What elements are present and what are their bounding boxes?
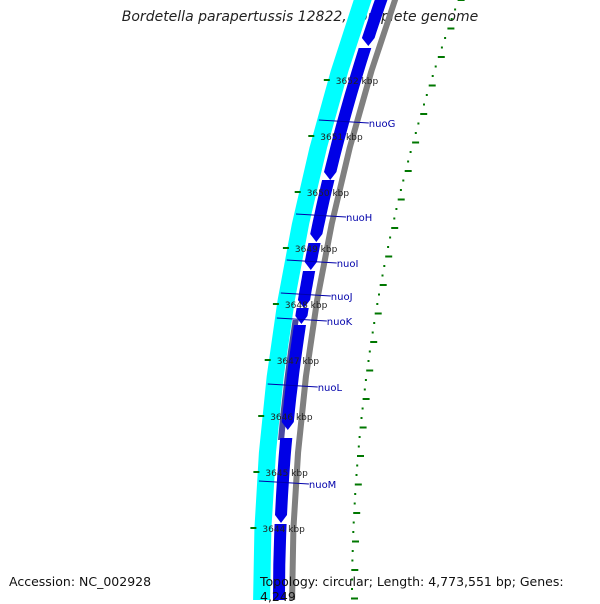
- ruler-label: 3650 kbp: [307, 189, 350, 199]
- gene-leader: [318, 119, 369, 124]
- forward-cds: [297, 271, 316, 308]
- ruler-label: 3651 kbp: [320, 133, 363, 143]
- ruler-label: 3644 kbp: [262, 525, 305, 535]
- gene-label: nuoI: [337, 259, 359, 270]
- ruler-label: 3648 kbp: [285, 301, 328, 311]
- forward-cds: [324, 48, 372, 180]
- ruler-label: 3646 kbp: [270, 413, 313, 423]
- gene-leader: [258, 480, 309, 485]
- gene-leader: [267, 383, 318, 388]
- gene-label: nuoK: [327, 317, 353, 328]
- ruler-label: 3645 kbp: [265, 469, 308, 479]
- forward-cds: [273, 524, 287, 600]
- reverse-cds-band: [253, 0, 372, 600]
- gc-skew-ticks: [351, 0, 465, 600]
- ruler-label: 3649 kbp: [295, 245, 338, 255]
- gene-leader: [276, 317, 327, 322]
- gene-label: nuoJ: [331, 292, 353, 303]
- accession-text: Accession: NC_002928: [9, 574, 152, 589]
- forward-cds: [361, 0, 388, 46]
- gene-label: nuoM: [309, 480, 336, 491]
- forward-cds: [304, 243, 321, 270]
- forward-cds: [295, 308, 309, 324]
- forward-cds: [275, 438, 293, 523]
- gene-leader: [286, 259, 337, 264]
- forward-strand-track: [273, 0, 388, 600]
- ruler-label: 3647 kbp: [277, 357, 320, 367]
- gene-label: nuoH: [346, 213, 372, 224]
- gene-labels: nuoG nuoH nuoI nuoJ nuoK nuoL nuoM: [258, 119, 396, 491]
- gene-leader: [280, 292, 331, 297]
- gene-label: nuoG: [369, 119, 396, 130]
- forward-cds: [310, 180, 335, 242]
- position-ruler: 3652 kbp 3651 kbp 3650 kbp 3649 kbp 3648 kbp…: [250, 77, 378, 535]
- forward-cds: [281, 325, 306, 430]
- gene-leader: [295, 213, 347, 218]
- gene-label: nuoL: [318, 383, 343, 394]
- ruler-label: 3652 kbp: [336, 77, 379, 87]
